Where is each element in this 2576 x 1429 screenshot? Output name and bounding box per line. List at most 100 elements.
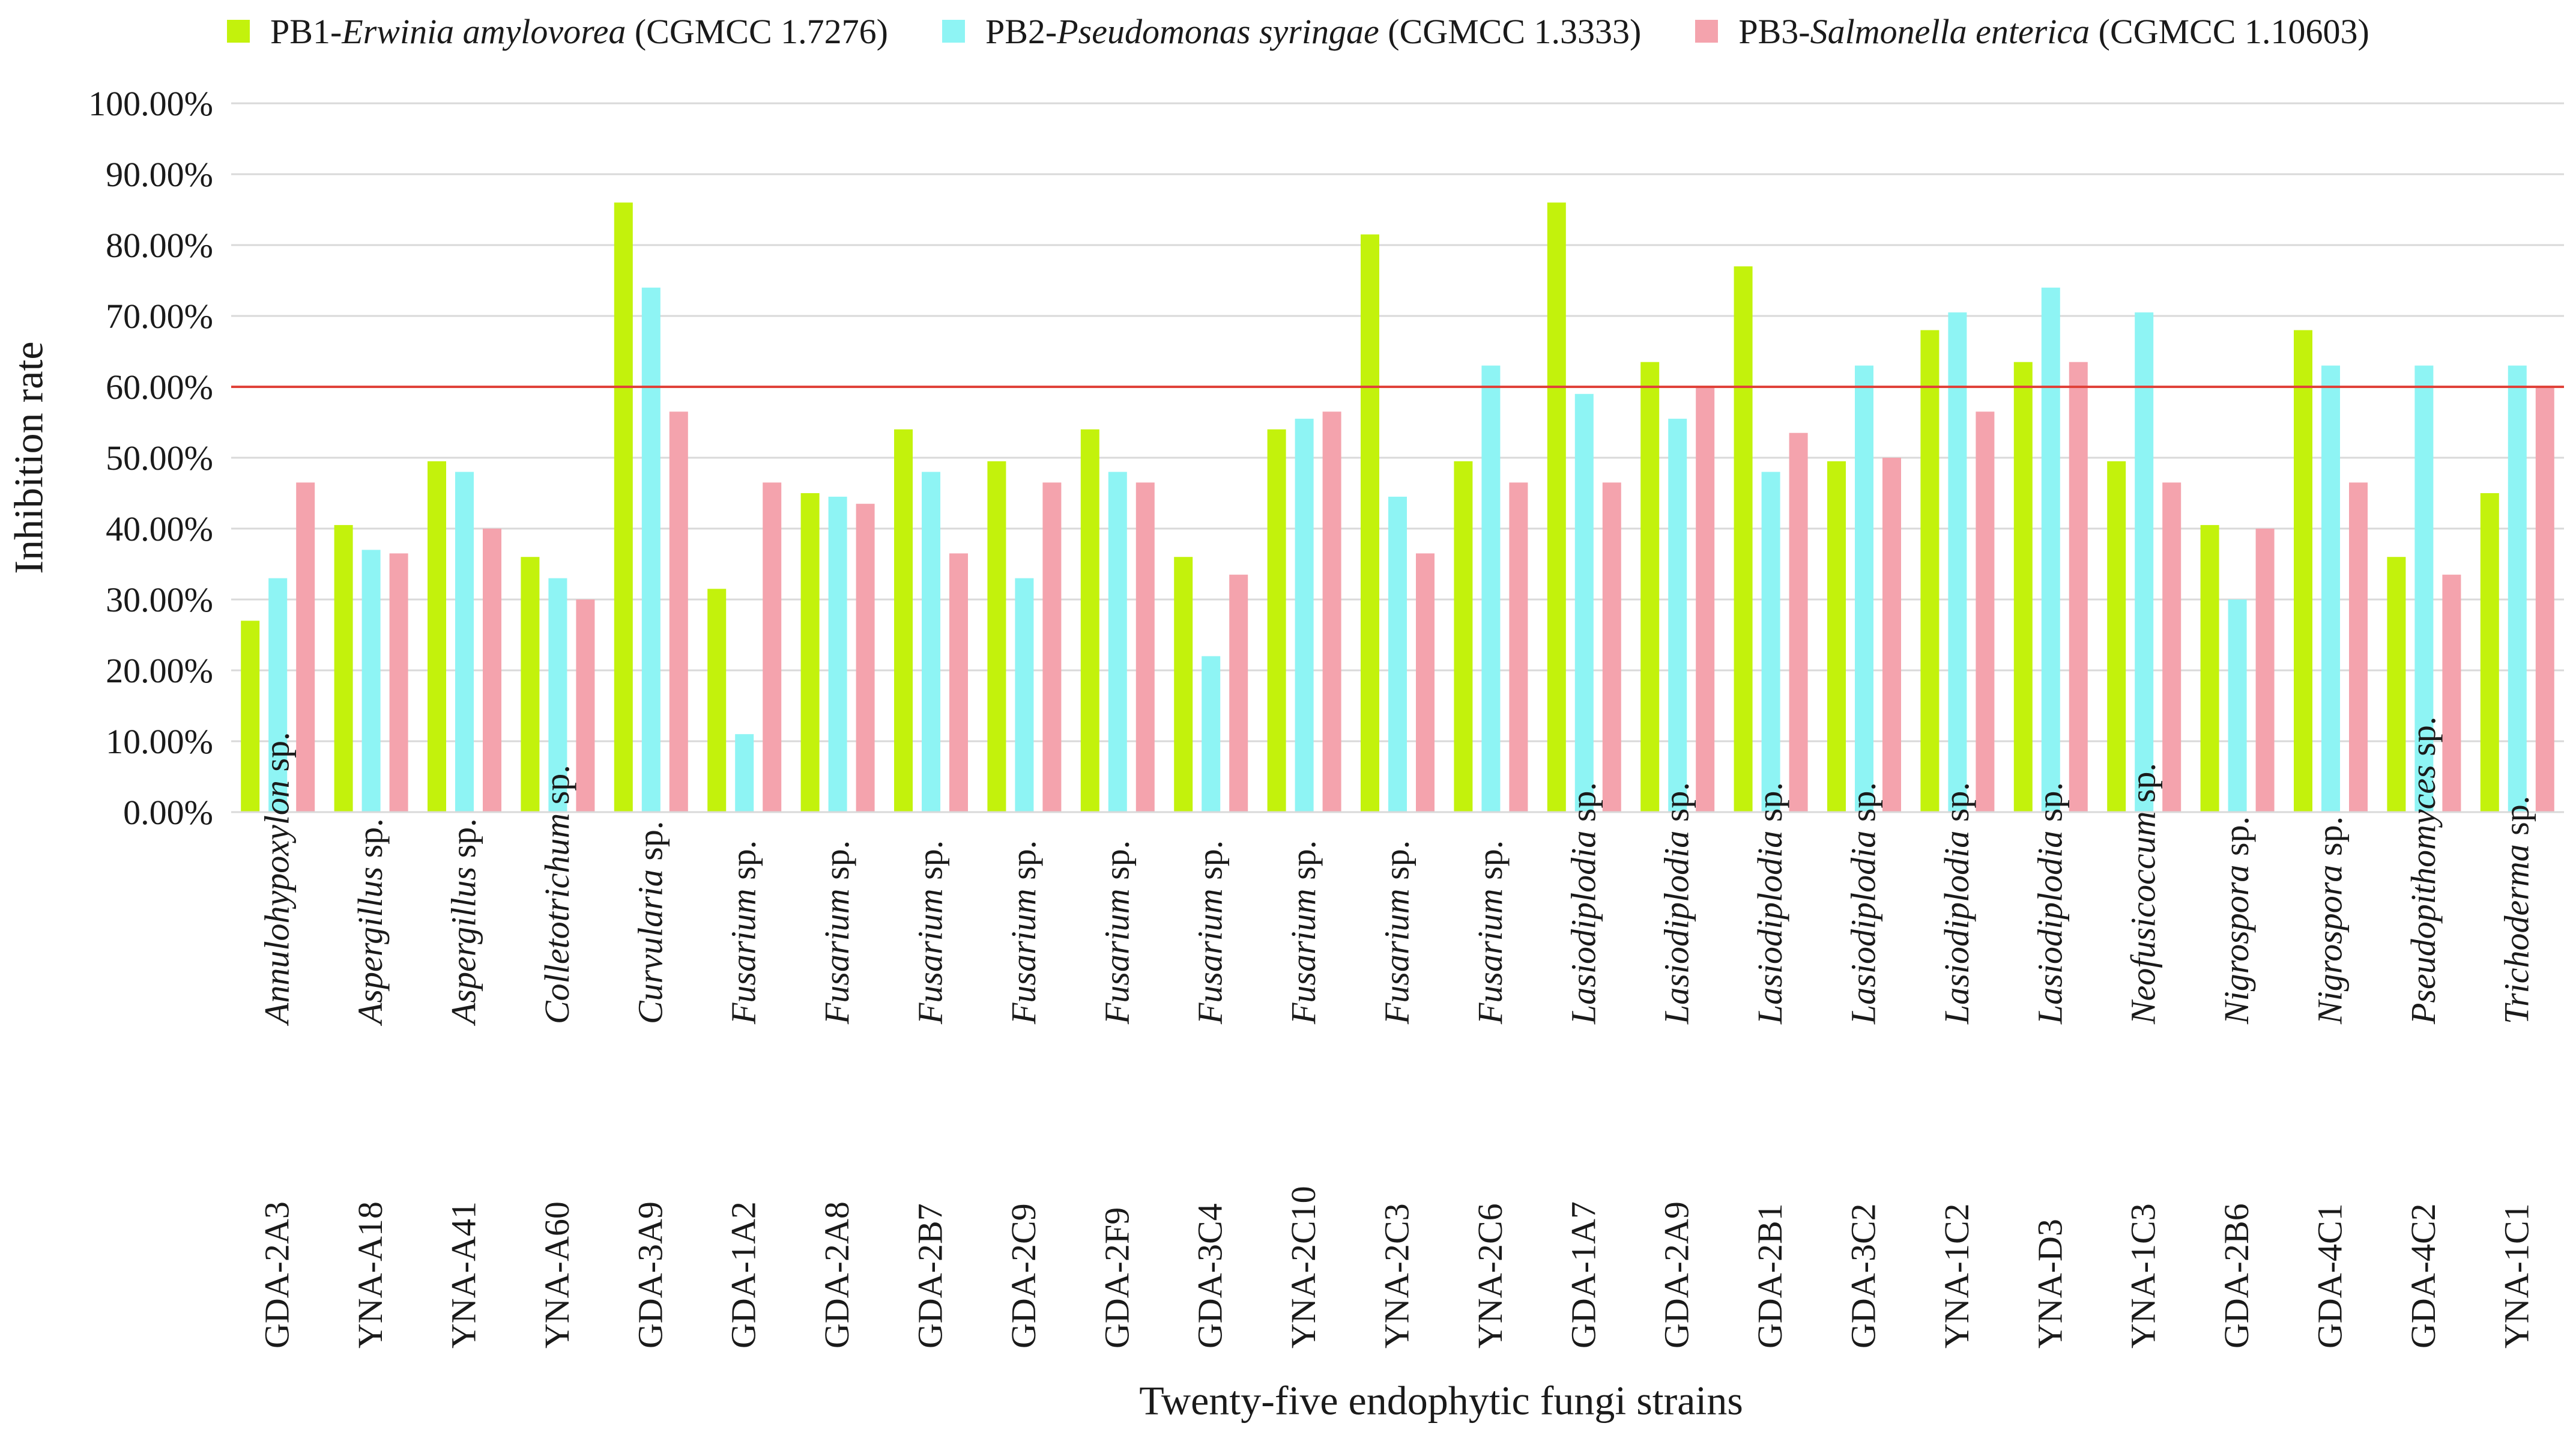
bar-pb3	[1789, 432, 1808, 812]
legend-item-pb1: PB1-Erwinia amylovorea (CGMCC 1.7276)	[227, 11, 888, 52]
x-tick-label: GDA-2B7 Fusarium sp.	[911, 840, 950, 1349]
bar-pb3	[1882, 458, 1901, 812]
genus-name: Nigrospora	[2311, 865, 2350, 1025]
x-tick-label: YNA-2C6 Fusarium sp.	[1471, 840, 1510, 1349]
genus-name: Lasiodiplodia	[1844, 831, 1883, 1025]
strain-code: YNA-2C3	[1377, 1203, 1416, 1349]
bar-pb2	[1761, 472, 1780, 812]
bar-pb3	[1976, 411, 1995, 812]
genus-name: Aspergillus	[351, 867, 390, 1027]
bar-pb1	[2013, 362, 2033, 812]
bar-pb3	[1042, 482, 1062, 812]
x-tick-label: GDA-2A8 Fusarium sp.	[817, 840, 856, 1349]
strain-code: GDA-2B1	[1750, 1203, 1789, 1349]
genus-name: Fusarium	[1004, 888, 1043, 1025]
species-suffix: sp.	[1191, 840, 1230, 889]
legend-swatch-pb3	[1695, 20, 1719, 43]
x-tick-label: GDA-2C9 Fusarium sp.	[1004, 840, 1043, 1349]
bar-pb1	[1267, 429, 1286, 812]
bar-pb3	[1135, 482, 1155, 812]
x-tick-label: GDA-4C1 Nigrospora sp.	[2311, 816, 2350, 1349]
species-suffix: sp.	[258, 732, 297, 781]
legend: PB1-Erwinia amylovorea (CGMCC 1.7276) PB…	[227, 7, 2369, 55]
bar-pb3	[1602, 482, 1621, 812]
genus-name: Fusarium	[1471, 888, 1510, 1025]
bar-pb3	[483, 529, 501, 812]
strain-code: GDA-3C4	[1191, 1203, 1230, 1349]
x-tick-label: GDA-3C4 Fusarium sp.	[1191, 840, 1230, 1349]
strain-code: YNA-A18	[351, 1201, 390, 1349]
bar-pb1	[2107, 461, 2126, 812]
species-suffix: sp.	[1657, 782, 1696, 831]
legend-label-pb1: PB1-Erwinia amylovorea (CGMCC 1.7276)	[270, 11, 888, 51]
bar-pb3	[669, 411, 688, 812]
bar-pb3	[1509, 482, 1528, 812]
bar-pb2	[268, 578, 288, 812]
x-tick-label: GDA-1A2 Fusarium sp.	[724, 840, 763, 1349]
x-tick-label: YNA-A18 Aspergillus sp.	[351, 818, 390, 1349]
bar-pb2	[361, 550, 381, 812]
genus-name: Lasiodiplodia	[1750, 831, 1789, 1025]
species-suffix: sp.	[911, 840, 950, 889]
bar-pb1	[2387, 557, 2406, 812]
x-tick-label: GDA-2B6 Nigrospora sp.	[2217, 816, 2256, 1349]
bar-pb2	[1202, 656, 1221, 812]
genus-name: Nigrospora	[2217, 865, 2256, 1025]
species-suffix: sp.	[1284, 840, 1323, 889]
genus-name: Fusarium	[1284, 888, 1323, 1025]
bar-pb2	[1948, 312, 1967, 812]
y-tick-label: 60.00%	[106, 368, 213, 407]
bar-pb1	[894, 429, 913, 812]
species-suffix: sp.	[630, 821, 670, 870]
genus-name: Fusarium	[724, 888, 763, 1025]
y-tick-label: 20.00%	[106, 651, 213, 690]
bar-pb1	[614, 202, 633, 812]
strain-code: GDA-2A3	[258, 1201, 297, 1349]
strain-code: YNA-D3	[2030, 1219, 2069, 1349]
y-tick-label: 70.00%	[106, 297, 213, 336]
y-tick-label: 100.00%	[88, 84, 213, 123]
bar-pb1	[1361, 234, 1379, 812]
bar-pb3	[2349, 482, 2368, 812]
bar-pb3	[2535, 387, 2554, 812]
bar-pb1	[707, 589, 727, 812]
bar-pb2	[2135, 312, 2154, 812]
genus-name: Pseudopithomyces	[2404, 765, 2443, 1025]
bar-pb1	[2294, 330, 2312, 812]
bar-pb2	[548, 578, 567, 812]
strain-code: GDA-2B6	[2217, 1203, 2256, 1349]
species-suffix: sp.	[1564, 782, 1603, 831]
bar-pb2	[735, 734, 754, 812]
bar-pb3	[2069, 362, 2088, 812]
bar-pb3	[856, 503, 875, 812]
genus-name: Trichoderma	[2497, 844, 2536, 1024]
genus-name: Lasiodiplodia	[2030, 831, 2069, 1025]
strain-code: YNA-2C6	[1471, 1203, 1510, 1349]
bar-pb3	[1322, 411, 1341, 812]
species-suffix: sp.	[2404, 717, 2443, 765]
strain-code: GDA-2A8	[817, 1201, 856, 1349]
y-tick-label: 90.00%	[106, 155, 213, 194]
bar-pb2	[455, 472, 474, 812]
strain-code: YNA-2C10	[1284, 1186, 1323, 1349]
x-tick-label: YNA-2C10 Fusarium sp.	[1284, 840, 1323, 1349]
bar-pb2	[1108, 472, 1127, 812]
species-suffix: sp.	[351, 818, 390, 867]
bar-pb3	[2162, 482, 2181, 812]
bar-pb2	[2414, 365, 2434, 812]
species-suffix: sp.	[2311, 816, 2350, 865]
bar-pb2	[1295, 419, 1314, 812]
strain-code: GDA-4C1	[2311, 1203, 2350, 1349]
y-tick-label: 50.00%	[106, 438, 213, 478]
bar-pb1	[334, 525, 353, 812]
species-suffix: sp.	[724, 840, 763, 889]
x-tick-label: GDA-2A3 Annulohypoxylon sp.	[258, 732, 297, 1349]
bar-pb1	[1640, 362, 1660, 812]
bar-pb1	[1454, 461, 1473, 812]
x-tick-label: GDA-3C2 Lasiodiplodia sp.	[1844, 782, 1883, 1349]
bar-pb3	[1229, 574, 1248, 812]
x-tick-label: GDA-2B1 Lasiodiplodia sp.	[1750, 782, 1789, 1349]
species-suffix: sp.	[2124, 763, 2163, 812]
genus-name: Fusarium	[911, 888, 950, 1025]
genus-name: Fusarium	[1097, 888, 1136, 1025]
